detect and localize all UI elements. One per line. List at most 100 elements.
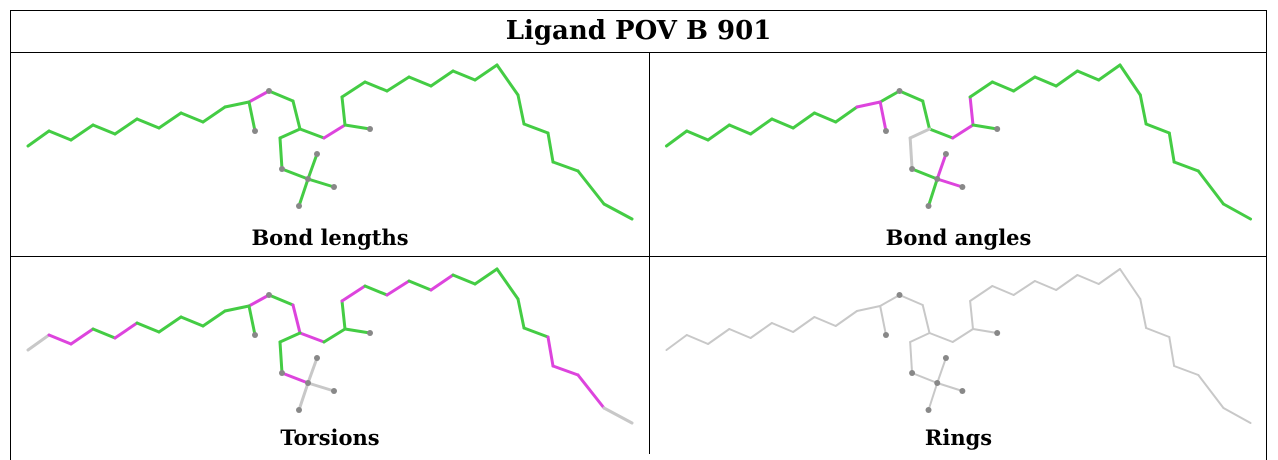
- atom: [909, 166, 916, 172]
- molecule: [26, 267, 634, 425]
- bond: [1055, 274, 1079, 291]
- bond: [179, 315, 205, 328]
- bond: [921, 304, 931, 334]
- title-divider: [10, 52, 1267, 53]
- bond: [1196, 169, 1225, 206]
- bond: [267, 89, 295, 103]
- bond: [792, 316, 816, 333]
- bond: [910, 167, 939, 181]
- bond: [267, 293, 295, 307]
- atom: [296, 407, 302, 413]
- row-divider: [10, 256, 1267, 257]
- bond: [1139, 298, 1148, 329]
- bond: [340, 299, 347, 331]
- bond: [306, 177, 336, 189]
- atom: [266, 292, 272, 298]
- bond: [1221, 202, 1253, 221]
- bond: [908, 136, 914, 171]
- bond: [898, 89, 925, 103]
- bond: [113, 321, 139, 340]
- bond: [1172, 160, 1200, 173]
- bond: [278, 331, 302, 344]
- bond: [935, 152, 948, 181]
- bond: [429, 69, 455, 88]
- atom: [252, 128, 258, 134]
- torsions-diagram: [26, 267, 634, 425]
- bond: [685, 334, 710, 345]
- bond: [878, 100, 888, 133]
- bond: [990, 80, 1016, 93]
- bond: [911, 372, 939, 384]
- bond: [1222, 407, 1252, 424]
- bond: [927, 382, 939, 411]
- bond: [26, 129, 51, 148]
- atom: [279, 166, 285, 172]
- bond: [576, 169, 606, 206]
- atom: [296, 203, 302, 209]
- bond: [749, 322, 773, 339]
- bond: [602, 202, 634, 221]
- bond: [451, 69, 477, 82]
- bond: [26, 333, 51, 352]
- atom: [331, 388, 337, 394]
- bond: [340, 80, 367, 99]
- bond: [728, 328, 752, 339]
- atom: [925, 203, 932, 209]
- bond: [1145, 327, 1171, 338]
- atom: [909, 370, 916, 376]
- bond: [247, 304, 257, 337]
- bond: [971, 123, 999, 131]
- bond: [935, 177, 964, 189]
- bond: [879, 305, 887, 336]
- bond: [1054, 69, 1079, 88]
- torsions-caption: Torsions: [280, 425, 380, 450]
- bond: [385, 279, 411, 297]
- bond: [707, 328, 731, 345]
- atom: [882, 128, 889, 134]
- bond: [91, 123, 117, 136]
- bond: [791, 111, 816, 130]
- molecule: [665, 268, 1252, 424]
- bond: [363, 284, 389, 297]
- bond: [812, 111, 838, 124]
- bond: [927, 177, 939, 208]
- bond: [322, 327, 347, 344]
- bond-angles-caption: Bond angles: [885, 225, 1032, 250]
- bond: [968, 95, 975, 127]
- atom: [994, 126, 1001, 132]
- bond: [201, 105, 227, 124]
- bond: [1118, 268, 1142, 300]
- bond: [951, 328, 975, 343]
- bond: [898, 294, 924, 306]
- bond: [495, 267, 520, 301]
- bond: [247, 89, 271, 104]
- bond: [855, 305, 882, 312]
- bond: [429, 273, 455, 292]
- bond: [546, 335, 555, 368]
- bond: [664, 129, 689, 148]
- bond: [685, 129, 710, 142]
- bond: [1197, 374, 1225, 409]
- bond: [813, 316, 837, 327]
- bond: [936, 357, 947, 384]
- rings-diagram: [665, 268, 1252, 424]
- bond: [47, 333, 73, 346]
- bond-lengths-caption: Bond lengths: [251, 225, 409, 250]
- bond: [770, 117, 795, 130]
- atom: [252, 332, 258, 338]
- bond: [1076, 274, 1100, 285]
- bond: [297, 177, 310, 208]
- bond: [516, 93, 526, 126]
- bond: [1118, 63, 1142, 97]
- bond: [1033, 75, 1058, 88]
- ligand-table: [10, 10, 1267, 460]
- bond: [1097, 268, 1121, 285]
- bond: [927, 127, 955, 140]
- bond: [522, 326, 550, 339]
- bond: [909, 332, 931, 343]
- bond: [1168, 336, 1176, 367]
- atom: [896, 292, 903, 298]
- atom: [314, 151, 320, 157]
- bond: [306, 356, 319, 385]
- atom: [367, 330, 373, 336]
